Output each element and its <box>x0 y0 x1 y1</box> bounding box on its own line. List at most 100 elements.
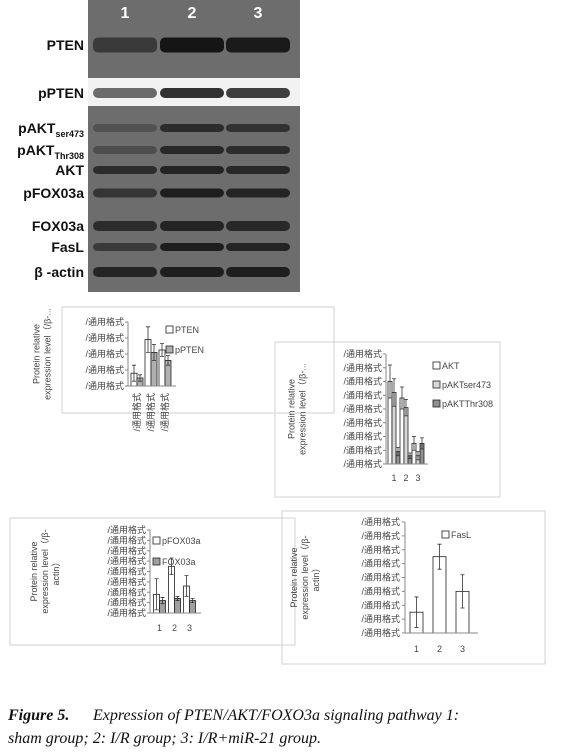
legend-swatch <box>152 536 161 545</box>
lane-number: 3 <box>254 5 263 22</box>
y-tick-label: /通用格式 <box>107 586 146 597</box>
y-tick-label: /通用格式 <box>343 348 382 359</box>
y-tick-label: /通用格式 <box>361 516 400 527</box>
blot-band <box>226 146 290 154</box>
lane-number: 2 <box>188 5 197 22</box>
error-bar <box>184 575 189 597</box>
blot-band <box>93 243 157 251</box>
y-axis-label: Protein relativeexpression level（/β-... <box>32 308 53 400</box>
chart-frame <box>281 510 546 665</box>
blot-band <box>226 221 290 231</box>
blot-band <box>226 243 290 251</box>
x-tick-label: 1 <box>414 644 419 654</box>
legend-label: PTEN <box>175 325 199 335</box>
y-axis-label-line: expression level（/β-... <box>298 363 308 455</box>
x-tick-label: 3 <box>187 623 192 633</box>
error-bar <box>388 364 392 399</box>
y-tick-label: /通用格式 <box>107 524 146 535</box>
legend-swatch <box>165 345 174 354</box>
blot-label-sub: ser473 <box>55 129 84 139</box>
chart-frame <box>9 517 296 646</box>
x-tick-label: /通用格式 <box>145 393 156 432</box>
blot-band <box>160 267 224 277</box>
error-bar <box>437 543 442 570</box>
error-bar <box>408 452 412 459</box>
y-axis-label: Protein relativeexpression level（/β-acti… <box>289 535 321 619</box>
y-tick-label: /通用格式 <box>107 555 146 566</box>
legend-swatch <box>432 380 441 389</box>
y-tick-label: /通用格式 <box>107 566 146 577</box>
blot-band <box>93 124 157 132</box>
blot-band <box>226 188 290 198</box>
error-bar <box>154 578 159 611</box>
error-bar <box>392 378 396 407</box>
y-tick-label: /通用格式 <box>343 389 382 400</box>
y-tick-label: /通用格式 <box>343 431 382 442</box>
error-bar <box>460 574 465 609</box>
blot-label-sub: Thr308 <box>54 151 84 161</box>
x-tick-label: 2 <box>172 623 177 633</box>
y-axis-label-line: expression level（/β-... <box>43 308 53 400</box>
error-bar <box>412 436 416 451</box>
blot-band <box>226 88 290 98</box>
x-tick-label: /通用格式 <box>159 393 170 432</box>
blot-band <box>160 188 224 198</box>
blot-band <box>93 88 157 98</box>
x-tick-label: 3 <box>415 473 420 483</box>
y-tick-label: /通用格式 <box>361 544 400 555</box>
legend-swatch <box>165 325 174 334</box>
error-bar <box>175 596 180 601</box>
x-tick-label: 2 <box>403 473 408 483</box>
y-tick-label: /通用格式 <box>107 597 146 608</box>
blot-label: pFOX03a <box>23 185 84 201</box>
y-tick-label: /通用格式 <box>361 558 400 569</box>
error-bar <box>404 398 408 417</box>
legend-label: pAKTser473 <box>442 380 491 390</box>
y-tick-label: /通用格式 <box>107 534 146 545</box>
y-axis-label-line: Protein relative <box>289 547 299 607</box>
caption-text: Expression of PTEN/AKT/FOXO3a signaling … <box>92 707 459 724</box>
x-tick-label: 1 <box>157 623 162 633</box>
x-tick-label: 1 <box>391 473 396 483</box>
y-tick-label: /通用格式 <box>85 364 124 375</box>
y-tick-label: /通用格式 <box>85 348 124 359</box>
caption-label: Figure 5. <box>7 707 69 724</box>
y-axis-label-line: actin） <box>51 557 61 585</box>
y-tick-label: /通用格式 <box>343 362 382 373</box>
blot-label-main: AKT <box>55 162 84 178</box>
blot-band <box>160 124 224 132</box>
chart-frame <box>274 341 501 498</box>
legend-swatch <box>152 557 161 566</box>
y-tick-label: /通用格式 <box>361 585 400 596</box>
x-tick-label: 3 <box>460 644 465 654</box>
blot-label-main: β -actin <box>34 264 84 280</box>
y-tick-label: /通用格式 <box>343 444 382 455</box>
y-tick-label: /通用格式 <box>85 316 124 327</box>
blot-label: pAKTser473 <box>18 120 84 139</box>
error-bar <box>416 451 420 461</box>
blot-label-main: PTEN <box>47 37 84 53</box>
error-bar <box>420 437 424 450</box>
y-tick-label: /通用格式 <box>361 613 400 624</box>
y-tick-label: /通用格式 <box>361 627 400 638</box>
blot-band <box>226 37 290 53</box>
y-tick-label: /通用格式 <box>343 403 382 414</box>
y-axis-label-line: actin） <box>311 563 321 591</box>
legend-swatch <box>441 530 450 539</box>
y-tick-label: /通用格式 <box>85 380 124 391</box>
blot-band <box>160 37 224 53</box>
y-tick-label: /通用格式 <box>361 599 400 610</box>
blot-band <box>93 221 157 231</box>
y-tick-label: /通用格式 <box>343 376 382 387</box>
legend-label: pAKTThr308 <box>442 399 493 409</box>
blot-band <box>93 146 157 154</box>
y-tick-label: /通用格式 <box>361 572 400 583</box>
y-tick-label: /通用格式 <box>85 332 124 343</box>
legend-swatch <box>432 399 441 408</box>
blot-label: FOX03a <box>32 218 84 234</box>
error-bar <box>152 344 156 361</box>
y-tick-label: /通用格式 <box>343 417 382 428</box>
y-tick-label: /通用格式 <box>107 607 146 618</box>
